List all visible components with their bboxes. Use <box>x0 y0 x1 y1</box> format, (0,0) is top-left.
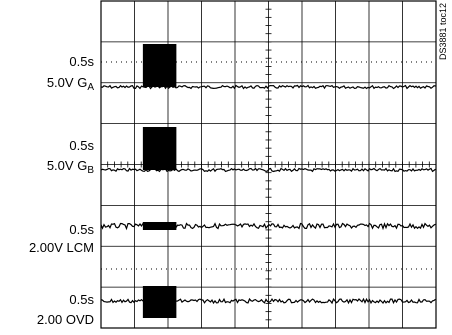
channel-subscript: A <box>87 82 94 93</box>
channel-label: 2.00 OVD <box>37 312 94 327</box>
channel-name: OVD <box>66 312 94 327</box>
channel-name: G <box>77 75 87 90</box>
timebase-label: 0.5s <box>69 222 94 237</box>
timebase-label: 0.5s <box>69 138 94 153</box>
channel-label: 2.00V LCM <box>29 240 94 255</box>
trace <box>100 167 436 173</box>
channel-subscript: B <box>87 165 94 176</box>
burst <box>142 44 177 87</box>
channel-label: 5.0V GA <box>47 75 95 93</box>
scale: 2.00V <box>29 240 63 255</box>
traces <box>100 44 436 318</box>
scale: 5.0V <box>47 158 74 173</box>
timebase-label: 0.5s <box>69 292 94 307</box>
burst <box>142 222 177 230</box>
burst <box>142 286 177 318</box>
channel-name: LCM <box>67 240 94 255</box>
channel-label: 5.0V GB <box>47 158 95 176</box>
channel-name: G <box>77 158 87 173</box>
timebase-label: 0.5s <box>69 54 94 69</box>
burst <box>142 127 177 170</box>
scale: 2.00 <box>37 312 62 327</box>
figure-note: DS3881 toc12 <box>438 3 448 60</box>
scale: 5.0V <box>47 75 74 90</box>
